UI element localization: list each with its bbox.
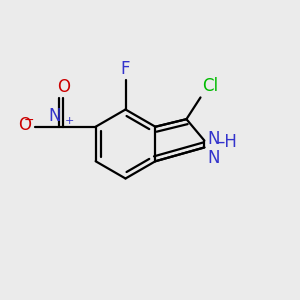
Text: –H: –H xyxy=(216,133,237,151)
Text: O: O xyxy=(57,78,70,96)
Text: N: N xyxy=(49,107,61,125)
Text: F: F xyxy=(121,60,130,78)
Text: N: N xyxy=(207,130,220,148)
Text: Cl: Cl xyxy=(202,77,218,95)
Text: +: + xyxy=(65,116,75,126)
Text: −: − xyxy=(23,114,34,127)
Text: N: N xyxy=(207,149,220,167)
Text: O: O xyxy=(18,116,31,134)
